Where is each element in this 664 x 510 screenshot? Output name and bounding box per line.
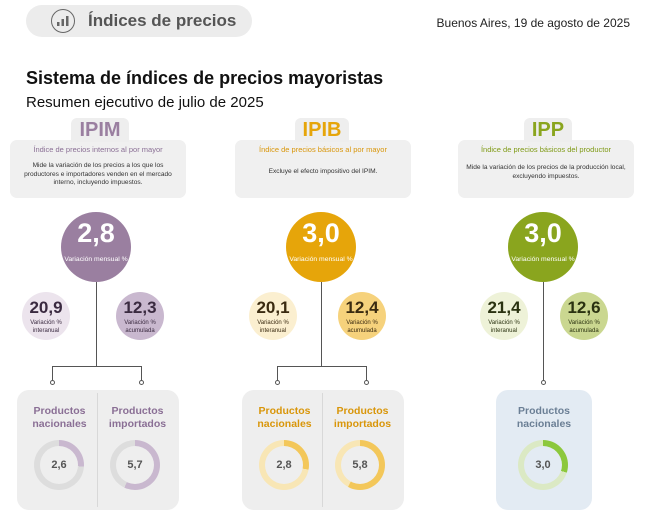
yearly-variation-label: Variación % interanual	[30, 320, 62, 334]
yearly-variation-circle: 21,4 Variación % interanual	[480, 292, 528, 340]
place-date: Buenos Aires, 19 de agosto de 2025	[436, 16, 630, 30]
product-value: 3,0	[524, 446, 562, 484]
connector-dot	[541, 380, 546, 385]
page-title: Sistema de índices de precios mayoristas	[26, 68, 384, 88]
product-value: 5,8	[341, 446, 379, 484]
header-title: Índices de precios	[88, 11, 237, 30]
yearly-variation-value: 20,1	[256, 298, 290, 317]
accumulated-variation-circle: 12,6 Variación % acumulada	[560, 292, 608, 340]
product-value: 5,7	[116, 446, 154, 484]
product-label: Productos nacionales	[257, 405, 312, 430]
monthly-variation-value: 3,0	[302, 218, 340, 248]
accumulated-variation-label: Variación % acumulada	[124, 320, 156, 334]
product-value: 2,8	[265, 446, 303, 484]
products-divider	[97, 393, 98, 507]
index-full-name: Índice de precios internos al por mayor	[33, 145, 163, 154]
yearly-variation-label: Variación % interanual	[488, 320, 520, 334]
index-column-ipp: IPP Índice de precios básicos del produc…	[448, 118, 658, 510]
accumulated-variation-value: 12,3	[123, 298, 157, 317]
monthly-variation-label: Variación mensual %	[64, 256, 128, 263]
monthly-variation-value: 3,0	[524, 218, 562, 248]
connector-line	[321, 282, 322, 366]
index-acronym: IPIB	[294, 118, 350, 142]
index-column-ipib: IPIB Índice de precios básicos al por ma…	[225, 118, 435, 510]
index-column-ipim: IPIM Índice de precios internos al por m…	[0, 118, 210, 510]
connector-line	[543, 282, 544, 382]
product-label: Productos nacionales	[32, 405, 87, 430]
product-ring: 5,8	[335, 440, 385, 490]
index-acronym: IPIM	[71, 118, 129, 142]
monthly-variation-label: Variación mensual %	[511, 256, 575, 263]
page-subtitle: Resumen ejecutivo de julio de 2025	[26, 94, 264, 111]
monthly-variation-circle: 3,0 Variación mensual %	[508, 212, 578, 282]
connector-line	[366, 366, 367, 382]
yearly-variation-circle: 20,9 Variación % interanual	[22, 292, 70, 340]
product-ring: 3,0	[518, 440, 568, 490]
monthly-variation-circle: 3,0 Variación mensual %	[286, 212, 356, 282]
product-ring: 2,6	[34, 440, 84, 490]
price-chart-icon	[51, 9, 75, 33]
yearly-variation-value: 21,4	[487, 298, 521, 317]
accumulated-variation-circle: 12,4 Variación % acumulada	[338, 292, 386, 340]
index-description-box: Índice de precios internos al por mayor …	[10, 140, 186, 198]
product-value: 2,6	[40, 446, 78, 484]
index-description: Excluye el efecto impositivo del IPIM.	[268, 168, 378, 175]
product-ring: 5,7	[110, 440, 160, 490]
connector-line	[141, 366, 142, 382]
index-description: Mide la variación de los precios de la p…	[466, 164, 626, 180]
index-description-box: Índice de precios básicos del productor …	[458, 140, 634, 198]
monthly-variation-circle: 2,8 Variación mensual %	[61, 212, 131, 282]
index-full-name: Índice de precios básicos del productor	[480, 145, 612, 154]
yearly-variation-circle: 20,1 Variación % interanual	[249, 292, 297, 340]
connector-line	[277, 366, 367, 367]
monthly-variation-label: Variación mensual %	[289, 256, 353, 263]
connector-dot	[139, 380, 144, 385]
connector-line	[52, 366, 142, 367]
accumulated-variation-label: Variación % acumulada	[568, 320, 600, 334]
product-label: Productos nacionales	[516, 405, 572, 430]
connector-line	[277, 366, 278, 382]
connector-dot	[275, 380, 280, 385]
connector-dot	[364, 380, 369, 385]
connector-dot	[50, 380, 55, 385]
products-divider	[322, 393, 323, 507]
index-full-name: Índice de precios básicos al por mayor	[259, 145, 387, 154]
accumulated-variation-value: 12,6	[567, 298, 601, 317]
yearly-variation-label: Variación % interanual	[257, 320, 289, 334]
connector-line	[52, 366, 53, 382]
yearly-variation-value: 20,9	[29, 298, 63, 317]
index-acronym: IPP	[523, 118, 573, 142]
index-description-box: Índice de precios básicos al por mayor E…	[235, 140, 411, 198]
accumulated-variation-value: 12,4	[345, 298, 379, 317]
monthly-variation-value: 2,8	[77, 218, 115, 248]
connector-line	[96, 282, 97, 366]
product-label: Productos importados	[108, 405, 167, 430]
product-ring: 2,8	[259, 440, 309, 490]
product-label: Productos importados	[333, 405, 392, 430]
accumulated-variation-circle: 12,3 Variación % acumulada	[116, 292, 164, 340]
index-description: Mide la variación de los precios a los q…	[24, 162, 172, 187]
accumulated-variation-label: Variación % acumulada	[346, 320, 378, 334]
